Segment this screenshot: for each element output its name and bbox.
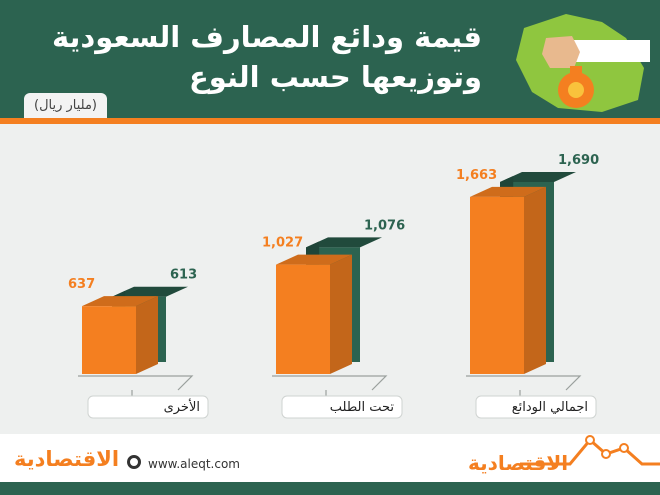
trend-line-icon (520, 435, 660, 466)
chart-title-line-2: وتوزيعها حسب النوع (188, 60, 482, 94)
bar-top-1-s1 (82, 296, 158, 307)
value-label-3-series-2: 1,690 (558, 153, 599, 168)
bar-top-2-s2 (306, 237, 382, 248)
header-divider (0, 118, 660, 124)
base-connector-1 (78, 375, 194, 391)
header-banner: قيمة ودائع المصارف السعودية وتوزيعها حسب… (0, 0, 660, 118)
category-pill-3 (475, 395, 597, 419)
category-label-1: الأخرى (164, 398, 200, 415)
base-connector-3 (466, 375, 582, 391)
value-label-2-series-1: 1,027 (262, 236, 303, 251)
base-connector-2 (272, 375, 388, 391)
saudi-map-icon (516, 14, 650, 112)
value-label-3-series-1: 1,663 (456, 168, 497, 183)
value-label-1-series-2: 613 (170, 268, 197, 283)
bar-top-2-s1 (276, 254, 352, 265)
category-pill-1 (87, 395, 209, 419)
bar-3-series-1 (470, 196, 524, 374)
bar-top-1-s2 (112, 286, 188, 297)
bar-side-2-s1 (330, 254, 352, 374)
bar-2-series-1 (276, 264, 330, 374)
bar-side-1-s1 (136, 296, 158, 374)
bar-top-3-s1 (470, 186, 546, 197)
chart-title-line-1: قيمة ودائع المصارف السعودية (51, 20, 482, 54)
category-label-2: تحت الطلب (330, 400, 395, 415)
value-label-2-series-2: 1,076 (364, 218, 405, 233)
brand-logo: الاقتصادية (14, 447, 120, 471)
bar-top-3-s2 (500, 172, 576, 182)
brand-logo-secondary: الاقتصادية (468, 451, 569, 475)
category-label-3: اجمالي الودائع (512, 400, 588, 415)
bar-chart: 637 613 الأخرى 1,027 1,076 تحت الطلب 1,663 1,69… (68, 153, 599, 419)
web-icon (127, 455, 141, 469)
unit-label: (مليار ريال) (24, 93, 108, 118)
value-label-1-series-1: 637 (68, 277, 95, 292)
bar-1-series-1 (82, 306, 136, 374)
website-link[interactable]: www.aleqt.com (148, 457, 240, 471)
footer-bar (0, 482, 660, 495)
bar-side-3-s1 (524, 186, 546, 374)
category-pill-2 (281, 395, 403, 419)
